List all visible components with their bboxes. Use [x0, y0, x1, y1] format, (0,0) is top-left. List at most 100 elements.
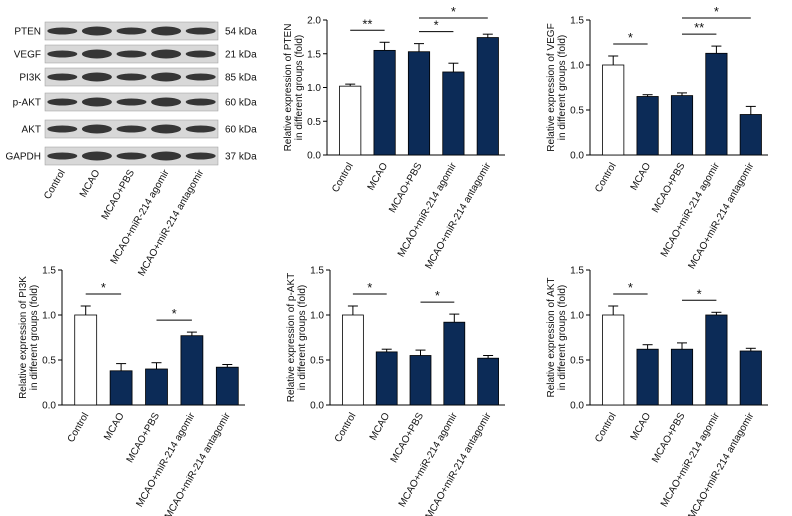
- protein-label: PI3K: [19, 73, 41, 84]
- x-tick-label: MCAO+miR-214 antagomir: [424, 410, 494, 516]
- blot-lane-label: MCAO+miR-214 agomir: [109, 167, 172, 266]
- blot-band: [151, 26, 182, 36]
- y-axis-label: in different groups (fold): [294, 35, 305, 140]
- y-tick-label: 1.5: [42, 266, 56, 277]
- bar: [373, 49, 396, 156]
- blot-band: [151, 97, 182, 107]
- y-tick-label: 0.0: [307, 151, 321, 162]
- y-axis-label: in different groups (fold): [557, 285, 568, 390]
- bar: [180, 335, 204, 406]
- y-axis-label: Relative expression of AKT: [546, 277, 557, 397]
- blot-band: [47, 73, 78, 81]
- y-tick-label: 1.5: [307, 49, 321, 60]
- blot-band: [47, 50, 78, 58]
- y-axis-label: Relative expression of PI3K: [18, 276, 29, 399]
- bar: [407, 51, 431, 156]
- y-tick-label: 0.0: [570, 401, 584, 412]
- blot-band: [151, 72, 182, 82]
- blot-lane-label: MCAO+miR-214 antagomir: [136, 167, 206, 278]
- significance-label: *: [434, 18, 439, 33]
- blot-band: [185, 73, 216, 81]
- blot-band: [151, 124, 182, 134]
- y-axis-label: in different groups (fold): [557, 35, 568, 140]
- y-tick-label: 1.0: [307, 83, 321, 94]
- y-tick-label: 1.0: [570, 311, 584, 322]
- y-tick-label: 0.5: [570, 106, 584, 117]
- size-label: 37 kDa: [225, 152, 257, 163]
- significance-label: *: [367, 280, 372, 295]
- significance-label: *: [435, 288, 440, 303]
- y-tick-label: 0.5: [307, 117, 321, 128]
- bar: [636, 96, 659, 156]
- blot-band: [81, 72, 112, 82]
- bar: [636, 348, 659, 406]
- x-tick-label: Control: [593, 411, 619, 444]
- protein-label: PTEN: [14, 27, 41, 38]
- x-tick-label: Control: [333, 411, 359, 444]
- blot-band: [47, 98, 78, 106]
- blot-band: [81, 124, 112, 134]
- x-tick-label: MCAO+PBS: [389, 411, 427, 465]
- bar: [739, 350, 762, 406]
- significance-label: **: [694, 20, 704, 35]
- blot-band: [185, 152, 216, 160]
- y-tick-label: 1.0: [310, 311, 324, 322]
- x-tick-label: MCAO: [629, 411, 654, 443]
- x-tick-label: MCAO+miR-214 antagomir: [686, 410, 756, 516]
- blot-band: [116, 152, 147, 160]
- x-tick-label: MCAO: [629, 161, 654, 193]
- y-tick-label: 0.0: [570, 151, 584, 162]
- blot-band: [151, 151, 182, 161]
- x-tick-label: MCAO+miR-214 agomir: [659, 160, 722, 259]
- bar: [476, 37, 499, 156]
- significance-label: *: [714, 4, 719, 19]
- blot-band: [81, 97, 112, 107]
- significance-label: *: [628, 280, 633, 295]
- blot-band: [185, 27, 216, 35]
- x-tick-label: MCAO+miR-214 antagomir: [163, 410, 233, 516]
- y-tick-label: 1.5: [570, 266, 584, 277]
- bar: [670, 348, 694, 406]
- blot-band: [81, 151, 112, 161]
- protein-label: GAPDH: [5, 152, 41, 163]
- x-tick-label: MCAO+miR-214 antagomir: [686, 160, 756, 271]
- blot-band: [116, 27, 147, 35]
- y-axis-label: in different groups (fold): [297, 285, 308, 390]
- significance-label: *: [697, 286, 702, 301]
- x-tick-label: MCAO+PBS: [125, 411, 163, 465]
- blot-lane-label: MCAO: [78, 168, 103, 200]
- size-label: 60 kDa: [225, 125, 257, 136]
- bar: [74, 314, 98, 406]
- size-label: 60 kDa: [225, 98, 257, 109]
- blot-band: [185, 98, 216, 106]
- protein-label: AKT: [22, 125, 41, 136]
- blot-band: [185, 125, 216, 133]
- bar: [442, 71, 465, 156]
- x-tick-label: MCAO+miR-214 agomir: [659, 410, 722, 509]
- bar: [443, 321, 466, 406]
- blot-band: [185, 50, 216, 58]
- y-tick-label: 2.0: [307, 16, 321, 27]
- y-tick-label: 0.5: [310, 356, 324, 367]
- bar: [670, 95, 694, 156]
- x-tick-label: MCAO: [102, 411, 127, 443]
- x-tick-label: Control: [66, 411, 92, 444]
- significance-label: *: [451, 4, 456, 19]
- significance-label: *: [628, 30, 633, 45]
- bar: [375, 351, 398, 406]
- bar: [339, 85, 362, 156]
- y-tick-label: 1.0: [42, 311, 56, 322]
- blot-band: [116, 73, 147, 81]
- bar: [602, 314, 625, 406]
- x-tick-label: MCAO+PBS: [650, 161, 688, 215]
- blot-band: [81, 26, 112, 36]
- bar: [602, 64, 625, 156]
- blot-band: [81, 49, 112, 59]
- y-tick-label: 0.0: [310, 401, 324, 412]
- x-tick-label: MCAO+miR-214 agomir: [397, 410, 460, 509]
- blot-band: [47, 27, 78, 35]
- bar: [109, 370, 133, 406]
- x-tick-label: Control: [330, 161, 356, 194]
- significance-label: *: [101, 280, 106, 295]
